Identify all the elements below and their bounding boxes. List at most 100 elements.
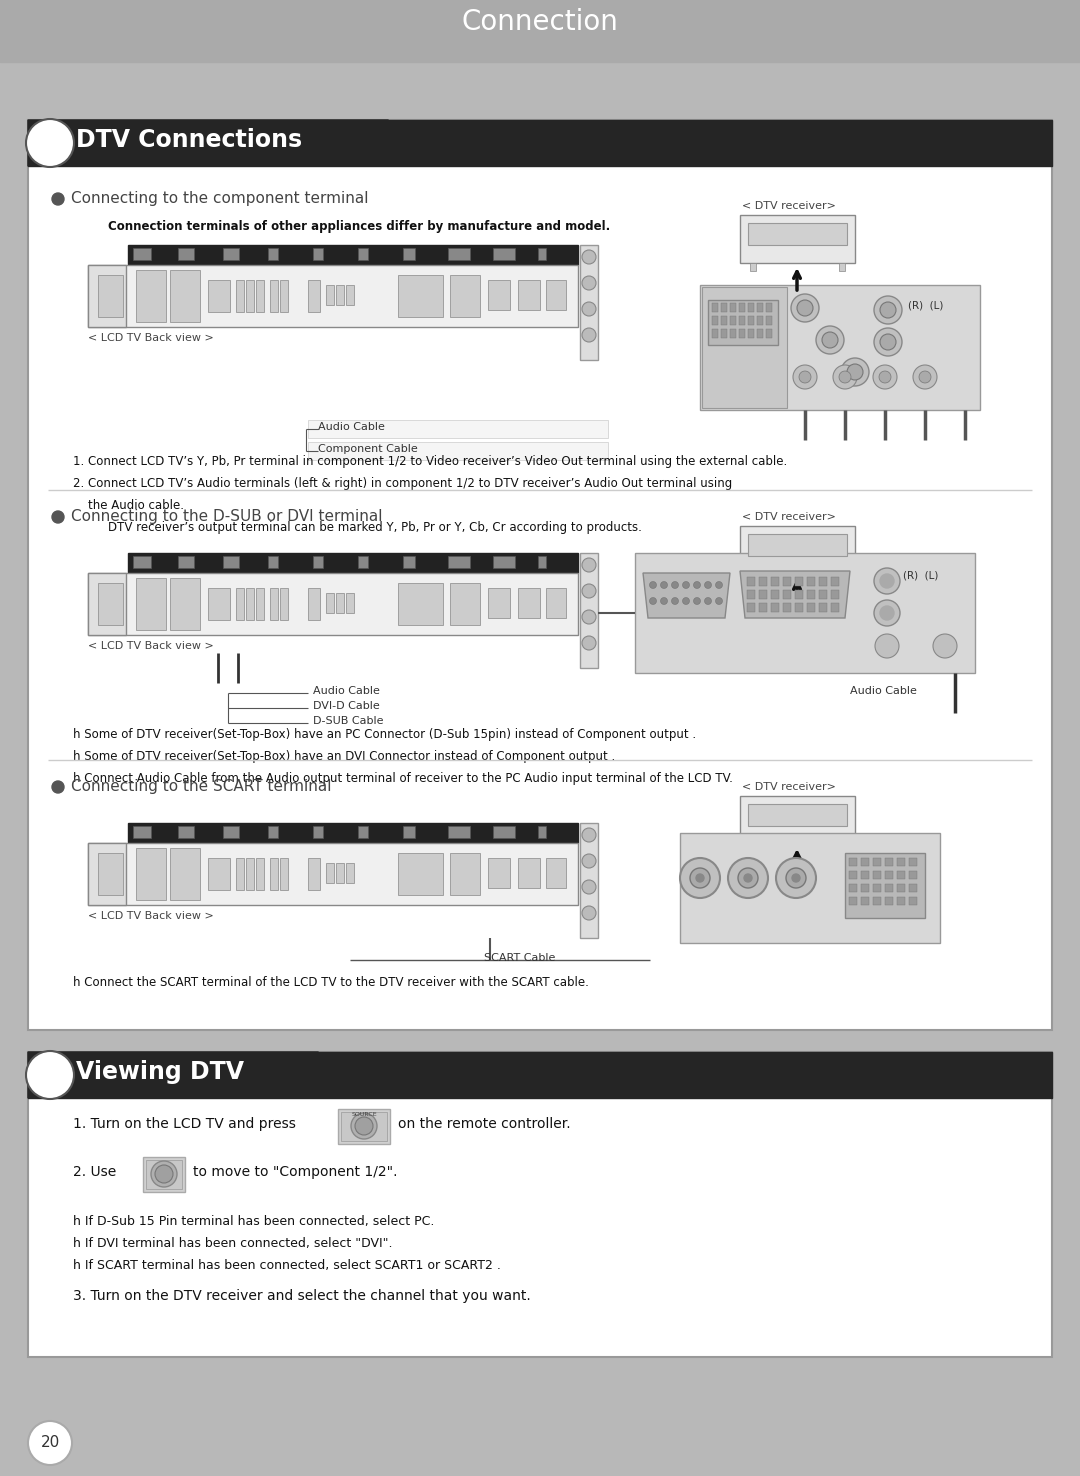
Bar xyxy=(87,573,578,635)
Bar xyxy=(170,849,200,900)
Circle shape xyxy=(777,858,816,897)
Circle shape xyxy=(715,598,723,605)
Text: Connecting to the SCART terminal: Connecting to the SCART terminal xyxy=(71,779,332,794)
Bar xyxy=(133,827,151,838)
Bar xyxy=(357,556,368,568)
Bar xyxy=(448,827,470,838)
Text: (R)  (L): (R) (L) xyxy=(908,301,943,311)
Bar xyxy=(546,858,566,889)
Bar xyxy=(750,574,756,582)
Bar xyxy=(909,884,917,892)
Bar xyxy=(399,583,443,624)
Circle shape xyxy=(582,906,596,920)
Bar xyxy=(270,280,278,311)
Text: 20: 20 xyxy=(40,1435,59,1449)
Bar xyxy=(488,587,510,618)
Bar xyxy=(326,863,334,883)
Bar xyxy=(739,303,745,311)
Bar xyxy=(831,590,839,599)
Bar xyxy=(909,871,917,880)
Text: < DTV receiver>: < DTV receiver> xyxy=(742,512,836,523)
Circle shape xyxy=(816,326,843,354)
Bar xyxy=(897,858,905,866)
Bar xyxy=(222,827,239,838)
Circle shape xyxy=(683,582,689,589)
Bar xyxy=(712,329,718,338)
Bar xyxy=(730,316,735,325)
Bar xyxy=(341,1111,387,1141)
Bar xyxy=(448,248,470,260)
Bar xyxy=(849,871,858,880)
Circle shape xyxy=(582,636,596,649)
Bar xyxy=(885,858,893,866)
Bar xyxy=(28,120,1052,165)
Bar xyxy=(819,590,827,599)
Bar xyxy=(208,858,230,890)
Bar xyxy=(246,858,254,890)
Bar xyxy=(28,120,1052,1030)
Circle shape xyxy=(797,300,813,316)
Bar xyxy=(346,863,354,883)
Circle shape xyxy=(690,868,710,889)
Bar xyxy=(336,863,345,883)
Bar xyxy=(170,579,200,630)
Circle shape xyxy=(28,1421,72,1466)
Circle shape xyxy=(880,303,896,317)
Bar xyxy=(246,280,254,311)
Bar xyxy=(450,275,480,317)
Bar xyxy=(492,556,515,568)
Bar xyxy=(450,583,480,624)
Text: on the remote controller.: on the remote controller. xyxy=(399,1117,570,1131)
Circle shape xyxy=(880,574,894,587)
Bar xyxy=(845,853,924,918)
Bar xyxy=(280,587,288,620)
Polygon shape xyxy=(28,120,413,165)
Bar xyxy=(748,316,754,325)
Bar xyxy=(178,827,194,838)
Bar xyxy=(146,1160,183,1190)
Circle shape xyxy=(822,332,838,348)
Circle shape xyxy=(151,1162,177,1187)
Circle shape xyxy=(799,370,811,382)
Text: SOURCE: SOURCE xyxy=(351,1111,377,1117)
Circle shape xyxy=(582,303,596,316)
Bar xyxy=(28,1052,1052,1098)
Bar xyxy=(268,827,278,838)
Circle shape xyxy=(874,297,902,325)
Polygon shape xyxy=(291,0,789,62)
Circle shape xyxy=(672,598,678,605)
Bar xyxy=(757,329,762,338)
Bar xyxy=(403,248,415,260)
Bar xyxy=(897,897,905,905)
Bar xyxy=(346,285,354,306)
Bar xyxy=(28,1052,1052,1356)
Bar xyxy=(143,1157,185,1193)
Bar xyxy=(885,884,893,892)
Text: Connection: Connection xyxy=(461,7,619,35)
Bar xyxy=(546,280,566,310)
Circle shape xyxy=(156,1165,173,1182)
Circle shape xyxy=(582,828,596,841)
Bar xyxy=(136,579,166,630)
Bar xyxy=(680,832,940,943)
Bar xyxy=(702,286,787,407)
Bar xyxy=(740,796,855,844)
Bar xyxy=(403,556,415,568)
Bar xyxy=(538,248,546,260)
Circle shape xyxy=(693,598,701,605)
Bar xyxy=(399,853,443,894)
Bar xyxy=(819,577,827,586)
Bar xyxy=(308,280,320,311)
Bar xyxy=(308,421,608,438)
Text: h Some of DTV receiver(Set-Top-Box) have an PC Connector (D-Sub 15pin) instead o: h Some of DTV receiver(Set-Top-Box) have… xyxy=(73,728,697,741)
Bar xyxy=(246,587,254,620)
Circle shape xyxy=(582,276,596,289)
Bar xyxy=(313,827,323,838)
Circle shape xyxy=(879,370,891,382)
Bar xyxy=(448,556,470,568)
Bar xyxy=(730,329,735,338)
Text: < LCD TV Back view >: < LCD TV Back view > xyxy=(87,641,214,651)
Circle shape xyxy=(649,598,657,605)
Polygon shape xyxy=(643,573,730,618)
Bar xyxy=(748,303,754,311)
